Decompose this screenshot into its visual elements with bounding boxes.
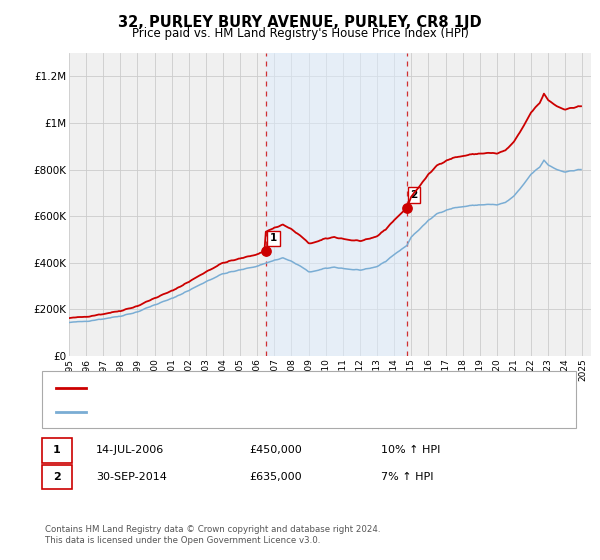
Point [402,203,412,212]
Text: 30-SEP-2014: 30-SEP-2014 [96,472,167,482]
Text: 1: 1 [53,445,61,455]
Bar [266,53,407,356]
Text: Contains HM Land Registry data © Crown copyright and database right 2024.
This d: Contains HM Land Registry data © Crown c… [45,525,380,545]
Text: 32, PURLEY BURY AVENUE, PURLEY, CR8 1JD: 32, PURLEY BURY AVENUE, PURLEY, CR8 1JD [118,15,482,30]
Text: 10% ↑ HPI: 10% ↑ HPI [381,445,440,455]
Text: 7% ↑ HPI: 7% ↑ HPI [381,472,433,482]
Text: £450,000: £450,000 [249,445,302,455]
Text: HPI: Average price, detached house, Croydon: HPI: Average price, detached house, Croy… [95,407,331,417]
Text: 14-JUL-2006: 14-JUL-2006 [96,445,164,455]
Text: 2: 2 [53,472,61,482]
Text: £635,000: £635,000 [249,472,302,482]
Text: 32, PURLEY BURY AVENUE, PURLEY, CR8 1JD (detached house): 32, PURLEY BURY AVENUE, PURLEY, CR8 1JD … [95,383,419,393]
Text: Price paid vs. HM Land Registry's House Price Index (HPI): Price paid vs. HM Land Registry's House … [131,27,469,40]
Text: 2: 2 [410,190,418,200]
Point [262,246,271,255]
Text: 1: 1 [269,233,277,243]
